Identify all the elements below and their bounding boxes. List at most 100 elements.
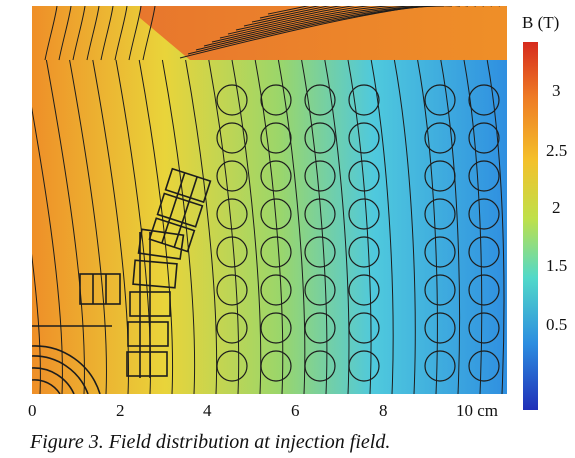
x-tick: 2 [116, 401, 125, 420]
field-line [393, 59, 416, 394]
conductor-circle [424, 84, 456, 116]
conductor-circle [348, 122, 380, 154]
field-line [92, 59, 129, 394]
colorbar-tick: 2 [552, 198, 561, 217]
conductor-circle [424, 274, 456, 306]
conductor-circle [348, 236, 380, 268]
field-line [128, 6, 142, 61]
conductor-circle [260, 84, 292, 116]
field-line [440, 59, 461, 394]
field-line [267, 6, 507, 15]
conductor-circle [424, 236, 456, 268]
field-line [243, 6, 484, 27]
conductor-circle [468, 160, 500, 192]
field-line [69, 59, 107, 394]
x-axis: 0 2 4 6 8 10 cm [28, 401, 498, 420]
conductor-circle [304, 122, 336, 154]
conductor-circle [216, 236, 248, 268]
field-line [277, 59, 306, 394]
field-line [203, 6, 445, 47]
conductor-circle [304, 350, 336, 382]
conductor-circle [260, 350, 292, 382]
figure-caption: Figure 3. Field distribution at injectio… [29, 431, 390, 453]
field-line [227, 6, 468, 35]
conductor-circle [216, 312, 248, 344]
iron-yoke-region [140, 6, 507, 60]
colorbar-tick: 2.5 [546, 141, 567, 160]
conductor-circle [216, 350, 248, 382]
field-line [185, 59, 218, 394]
conductor-circle [424, 122, 456, 154]
x-tick: 0 [28, 401, 37, 420]
field-line [86, 6, 100, 61]
field-line [231, 59, 262, 394]
conductor-circle [348, 350, 380, 382]
conductor-circle [468, 122, 500, 154]
conductor-circle [468, 312, 500, 344]
conductor-circle [468, 236, 500, 268]
field-line [45, 59, 85, 394]
colorbar-strip [523, 42, 538, 410]
field-line [417, 59, 438, 394]
field-line [259, 6, 500, 19]
conductor-circle [304, 274, 336, 306]
field-line [195, 6, 437, 51]
conductor-circle [216, 198, 248, 230]
colorbar-label: B (T) [522, 13, 559, 32]
conductor-circle [468, 350, 500, 382]
field-line [58, 6, 72, 61]
conductor-circle [304, 236, 336, 268]
field-line [100, 6, 114, 61]
conductor-circle [304, 312, 336, 344]
x-tick: 4 [203, 401, 212, 420]
coil-blocks [32, 167, 212, 394]
x-tick: 10 cm [456, 401, 498, 420]
conductor-circle [348, 84, 380, 116]
coil-conductors [216, 84, 500, 382]
field-line [72, 6, 86, 61]
field-line [32, 106, 63, 394]
conductor-circle [216, 84, 248, 116]
conductor-circle [260, 274, 292, 306]
conductor-circle [260, 122, 292, 154]
field-line [44, 6, 58, 61]
conductor-circle [348, 160, 380, 192]
field-line [235, 6, 476, 31]
field-line [219, 6, 460, 39]
colorbar-tick: 1.5 [546, 256, 567, 275]
conductor-circle [424, 312, 456, 344]
conductor-circle [260, 236, 292, 268]
field-line [161, 59, 196, 394]
conductor-circle [304, 84, 336, 116]
conductor-circle [348, 274, 380, 306]
field-line [211, 6, 452, 43]
x-tick: 6 [291, 401, 300, 420]
field-line [114, 6, 128, 61]
field-line [138, 59, 174, 394]
conductor-circle [260, 160, 292, 192]
conductor-circle [304, 198, 336, 230]
field-line [251, 6, 492, 23]
conductor-circle [216, 274, 248, 306]
colorbar-tick: 3 [552, 81, 561, 100]
conductor-circle [304, 160, 336, 192]
conductor-circle [424, 160, 456, 192]
field-line [324, 59, 350, 394]
x-tick: 8 [379, 401, 388, 420]
field-lines [32, 6, 507, 394]
field-line [142, 6, 156, 61]
field-line [486, 59, 505, 394]
conductor-circle [260, 312, 292, 344]
conductor-circle [216, 122, 248, 154]
field-line [370, 59, 394, 394]
conductor-circle [424, 350, 456, 382]
conductor-circle [468, 84, 500, 116]
conductor-circle [348, 198, 380, 230]
colorbar: B (T) 3 2.5 2 1.5 0.5 [522, 13, 567, 410]
field-line [32, 253, 41, 394]
field-map [32, 6, 507, 394]
conductor-circle [468, 274, 500, 306]
conductor-circle [260, 198, 292, 230]
field-line [463, 59, 483, 394]
